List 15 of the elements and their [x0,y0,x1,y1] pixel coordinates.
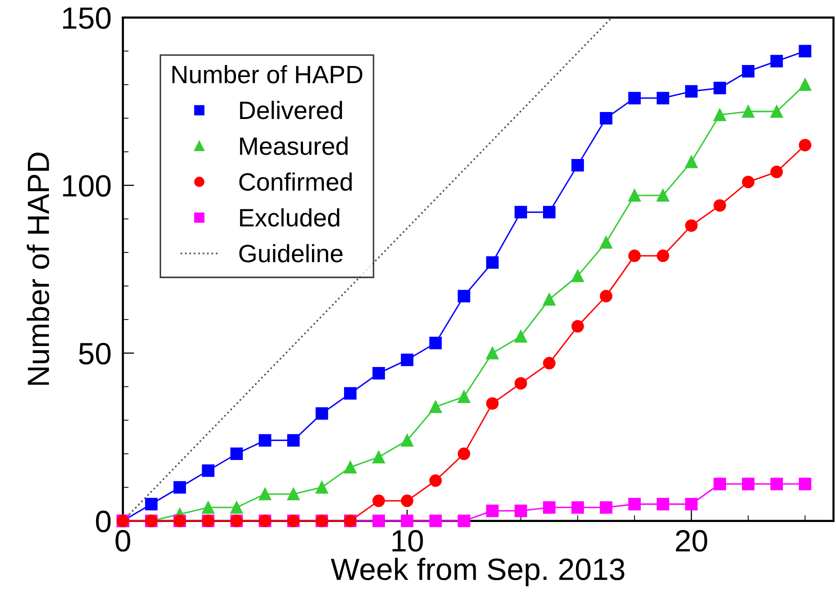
x-tick-label: 0 [116,530,130,552]
y-tick-label: 150 [63,7,111,29]
legend-label: Confirmed [239,172,352,191]
legend-title: Number of HAPD [172,65,362,84]
y-tick-label: 0 [96,510,111,532]
legend-label: Guideline [239,244,343,262]
x-tick-label: 20 [676,530,708,552]
y-tick-label: 50 [79,342,111,364]
legend-label: Excluded [240,208,340,227]
y-tick-label: 100 [63,175,111,197]
legend-label: Delivered [240,100,342,120]
legend-label: Measured [240,136,348,156]
x-axis-title: Week from Sep. 2013 [330,558,624,586]
x-tick-label: 10 [392,530,423,552]
y-axis-title: Number of HAPD [26,152,50,385]
